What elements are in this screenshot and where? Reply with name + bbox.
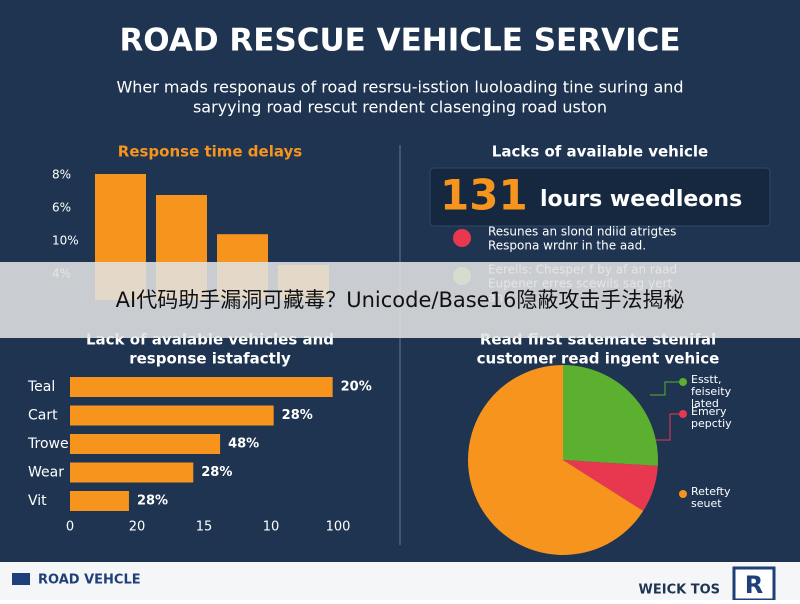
pie-slice [468,365,644,555]
footer-logo-mark [12,573,30,585]
chart-title: customer read ingent vehice [477,350,720,368]
legend-label: Esstt, [691,373,722,386]
legend-dot [679,410,687,418]
chart-title: response istafactly [129,350,291,368]
bar-label: 20% [341,380,372,395]
legend-label: Emery [691,405,727,418]
banner-text: AI代码助手漏洞可藏毒？Unicode/Base16隐蔽攻击手法揭秘 [116,288,685,312]
category-label: Teal [27,379,55,395]
y-axis-label: 6% [52,201,71,215]
banner [0,262,800,338]
bar [70,491,129,511]
title: ROAD RESCUE VEHICLE SERVICE [119,23,680,59]
leader-line [655,413,679,441]
bar-label: 28% [201,465,232,480]
legend-label: pepctiy [691,417,732,430]
category-label: Trowe [27,436,69,452]
legend-dot [679,490,687,498]
x-axis-label: 20 [129,520,146,535]
bar [70,434,221,454]
y-axis-label: 10% [52,234,79,248]
chart-title: Response time delays [118,143,303,161]
stat-caption: lours weedleons [540,187,742,212]
stat-box [429,167,771,227]
category-label: Vit [28,493,47,509]
bar-label: 28% [137,494,168,509]
panel-title: Lacks of available vehicle [492,143,708,161]
stat-number: 131 [440,171,528,220]
bar-label: 28% [282,408,313,423]
bar [70,462,194,483]
footer-right: WEICK TOS [639,583,720,598]
bar [70,405,274,426]
pie-slice [563,460,658,511]
legend-label: feiseity [691,385,732,398]
y-axis-label: 8% [52,168,71,182]
bullet-text: Respona wrdnr in the aad. [488,239,646,253]
footer-left: ROAD VEHCLE [38,573,141,588]
x-axis-label: 100 [326,520,351,535]
legend-label: Retefty [691,485,731,498]
footer-logo-box [732,566,776,602]
bullet-dot [453,229,471,247]
bar-label: 48% [228,437,259,452]
x-axis-label: 0 [66,520,74,535]
category-label: Cart [28,408,58,424]
x-axis-label: 15 [196,520,213,535]
category-label: Wear [28,465,64,481]
pie-slice [563,365,658,466]
bullet-text: Resunes an slond ndiid atrigtes [488,225,676,239]
legend-label: lated [691,397,719,410]
x-axis-label: 10 [263,520,280,535]
footer-bar [0,562,800,600]
leader-line [650,381,679,396]
subtitle: saryying road rescut rendent clasenging … [193,98,607,117]
legend-label: seuet [691,497,722,510]
subtitle: Wher mads responaus of road resrsu-issti… [116,78,683,97]
legend-dot [679,378,687,386]
footer-logo: R [745,571,763,599]
bar [70,377,333,397]
